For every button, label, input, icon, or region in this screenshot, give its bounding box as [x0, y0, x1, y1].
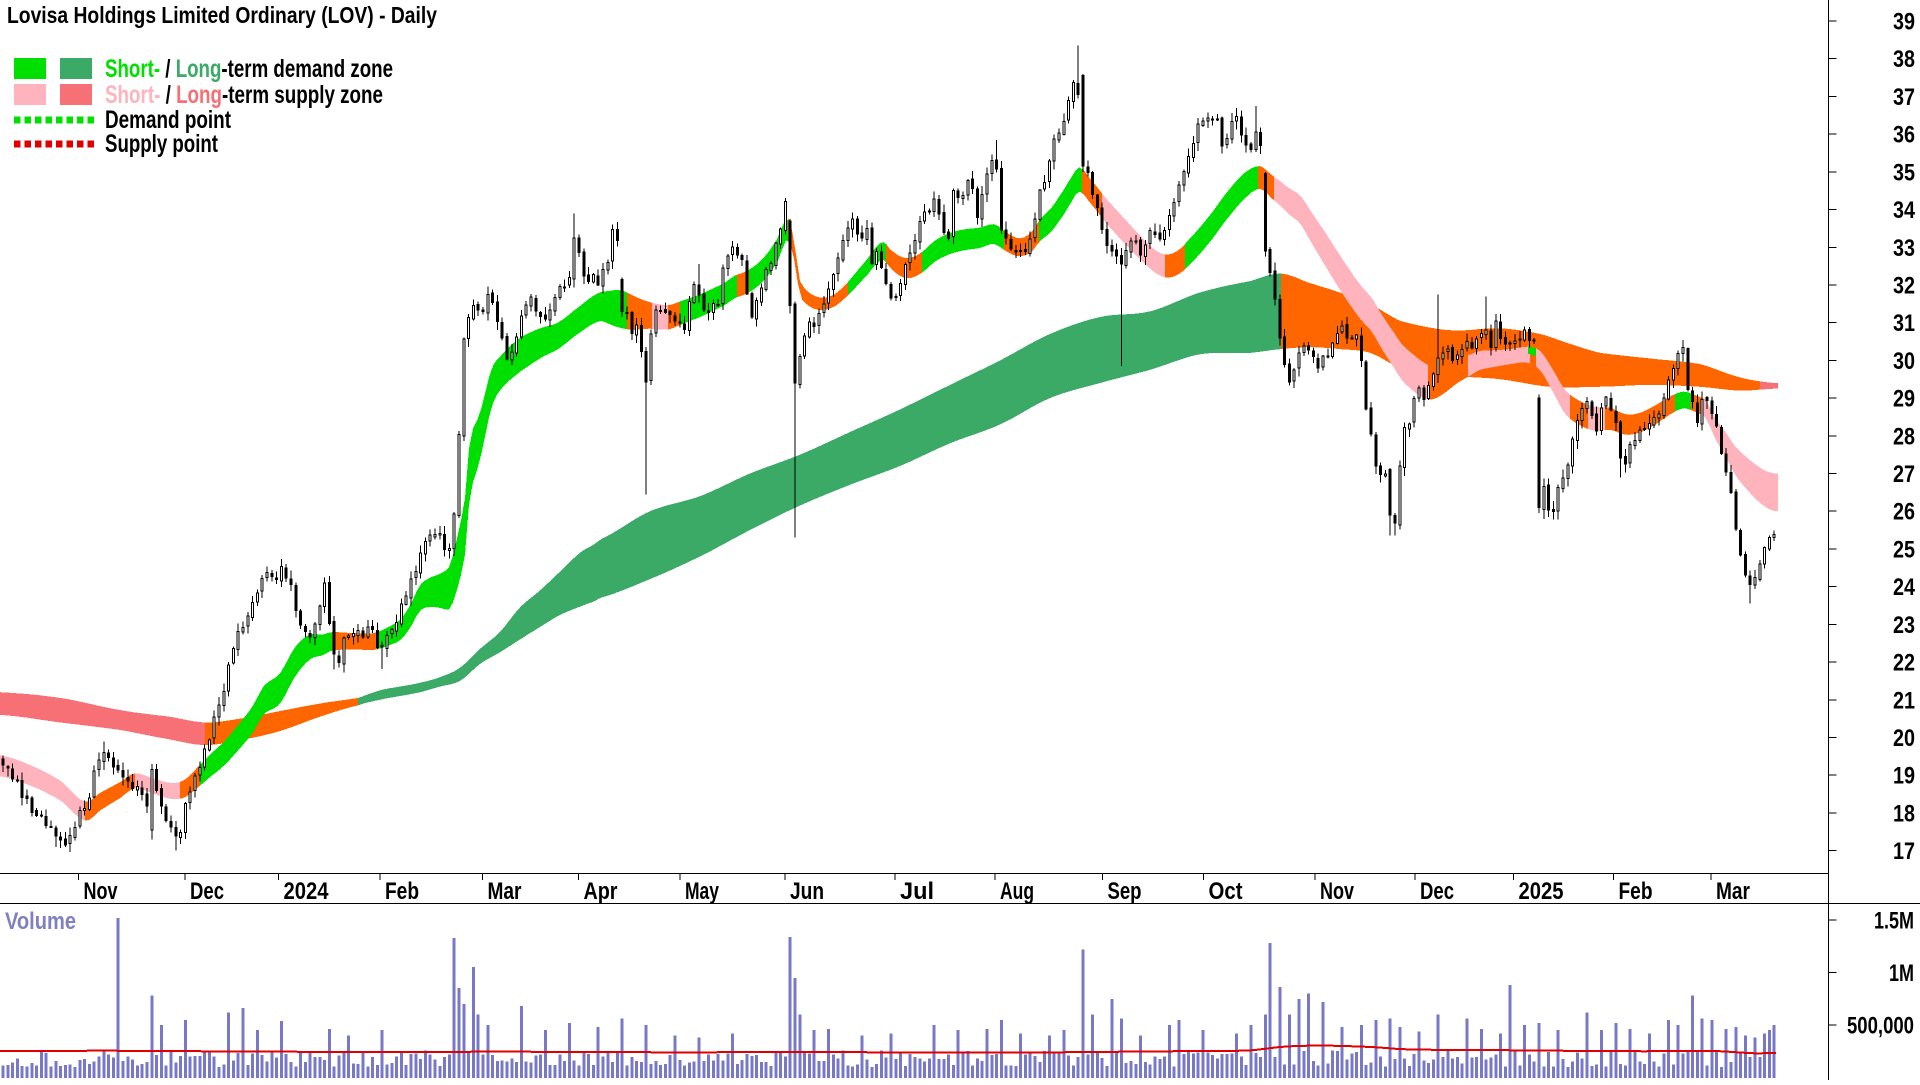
svg-text:25: 25: [1893, 536, 1915, 563]
svg-text:1.5M: 1.5M: [1874, 908, 1914, 935]
svg-text:38: 38: [1893, 46, 1915, 73]
svg-text:Aug: Aug: [1000, 878, 1034, 905]
svg-text:Apr: Apr: [584, 878, 618, 905]
svg-text:Nov: Nov: [1320, 878, 1354, 905]
svg-text:34: 34: [1893, 197, 1916, 224]
svg-text:27: 27: [1893, 461, 1915, 488]
svg-text:Dec: Dec: [190, 878, 224, 905]
svg-text:33: 33: [1893, 235, 1915, 262]
svg-text:Mar: Mar: [488, 878, 522, 905]
svg-text:Lovisa Holdings Limited Ordina: Lovisa Holdings Limited Ordinary (LOV) -…: [7, 2, 437, 28]
svg-text:Nov: Nov: [84, 878, 118, 905]
svg-text:Demand point: Demand point: [105, 106, 232, 134]
svg-text:31: 31: [1893, 310, 1915, 337]
svg-text:24: 24: [1893, 574, 1916, 601]
svg-text:Volume: Volume: [5, 908, 76, 935]
svg-text:19: 19: [1893, 763, 1915, 790]
svg-text:2024: 2024: [284, 878, 330, 905]
svg-text:Dec: Dec: [1420, 878, 1454, 905]
svg-text:22: 22: [1893, 650, 1915, 677]
svg-text:Oct: Oct: [1209, 878, 1243, 905]
svg-text:37: 37: [1893, 84, 1915, 111]
svg-text:17: 17: [1893, 838, 1915, 865]
svg-text:Feb: Feb: [1619, 878, 1653, 905]
svg-text:May: May: [685, 878, 719, 905]
svg-text:35: 35: [1893, 159, 1915, 186]
svg-text:21: 21: [1893, 687, 1915, 714]
svg-text:1M: 1M: [1889, 960, 1914, 987]
svg-text:36: 36: [1893, 122, 1915, 149]
svg-text:26: 26: [1893, 499, 1915, 526]
svg-text:20: 20: [1893, 725, 1915, 752]
svg-text:500,000: 500,000: [1847, 1013, 1914, 1040]
svg-text:23: 23: [1893, 612, 1915, 639]
svg-text:Jul: Jul: [900, 878, 934, 905]
svg-text:18: 18: [1893, 800, 1915, 827]
svg-text:28: 28: [1893, 423, 1915, 450]
svg-text:29: 29: [1893, 386, 1915, 413]
svg-text:Sep: Sep: [1108, 878, 1142, 905]
svg-text:Mar: Mar: [1716, 878, 1750, 905]
svg-text:Short- / Long-term supply zone: Short- / Long-term supply zone: [105, 81, 383, 109]
svg-text:39: 39: [1893, 9, 1915, 36]
svg-text:2025: 2025: [1519, 878, 1564, 905]
svg-text:Supply point: Supply point: [105, 130, 218, 158]
svg-text:Short- / Long-term demand zone: Short- / Long-term demand zone: [105, 55, 393, 83]
svg-text:Jun: Jun: [790, 878, 824, 905]
svg-text:30: 30: [1893, 348, 1915, 375]
svg-text:32: 32: [1893, 273, 1915, 300]
svg-text:Feb: Feb: [385, 878, 419, 905]
